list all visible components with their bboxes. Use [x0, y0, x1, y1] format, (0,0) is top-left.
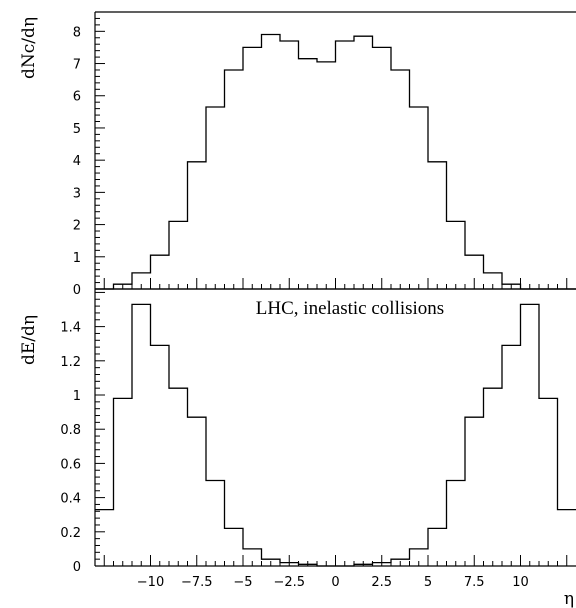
y-tick-label: 0.2 [60, 526, 81, 541]
y-tick-label: 0.4 [60, 492, 81, 507]
bottom-x-axis: −10 −7.5 −5 −2.5 0 2.5 5 7.5 10 [103, 555, 568, 590]
bottom-plot-frame [94, 288, 576, 567]
y-tick-label: 0.8 [60, 423, 81, 438]
y-tick-label: 6 [73, 90, 81, 105]
y-tick-label: 0 [73, 283, 81, 298]
bottom-y-axis: 0 0.2 0.4 0.6 0.8 1 1.2 1.4 [60, 291, 105, 575]
x-tick-label: −2.5 [273, 575, 305, 590]
y-tick-label: 0 [73, 560, 81, 575]
top-y-axis: 0 1 2 3 4 5 6 7 8 [73, 11, 105, 298]
x-tick-label: −10 [137, 575, 164, 590]
x-tick-label: −5 [233, 575, 252, 590]
top-histogram-series [95, 33, 576, 290]
top-panel: 0 1 2 3 4 5 6 7 8 dNc/dη [19, 11, 576, 298]
y-tick-label: 8 [73, 25, 81, 40]
y-tick-label: 2 [73, 219, 81, 234]
top-y-axis-title: dNc/dη [19, 17, 39, 79]
x-tick-label: 0 [331, 575, 339, 590]
y-tick-label: 4 [73, 154, 81, 169]
x-axis-title: η [564, 589, 574, 608]
y-tick-label: 5 [73, 122, 81, 137]
x-tick-label: 2.5 [371, 575, 392, 590]
y-tick-label: 1.2 [60, 355, 81, 370]
y-tick-label: 0.6 [60, 457, 81, 472]
y-tick-label: 1 [73, 251, 81, 266]
y-tick-label: 1.4 [60, 321, 81, 336]
bottom-histogram-series [95, 303, 576, 567]
y-tick-label: 3 [73, 186, 81, 201]
bottom-y-axis-title: dE/dη [19, 315, 39, 365]
x-tick-label: 7.5 [464, 575, 485, 590]
top-x-axis-ticks [103, 278, 568, 289]
x-tick-label: 5 [424, 575, 432, 590]
y-tick-label: 7 [73, 58, 81, 73]
y-tick-label: 1 [73, 389, 81, 404]
panel-annotation: LHC, inelastic collisions [256, 298, 444, 319]
bottom-panel: 0 0.2 0.4 0.6 0.8 1 1.2 1.4 −10 −7.5 −5 −2.5 0 2.5 5 7… [19, 288, 576, 608]
x-tick-label: 10 [512, 575, 529, 590]
x-tick-label: −7.5 [181, 575, 213, 590]
